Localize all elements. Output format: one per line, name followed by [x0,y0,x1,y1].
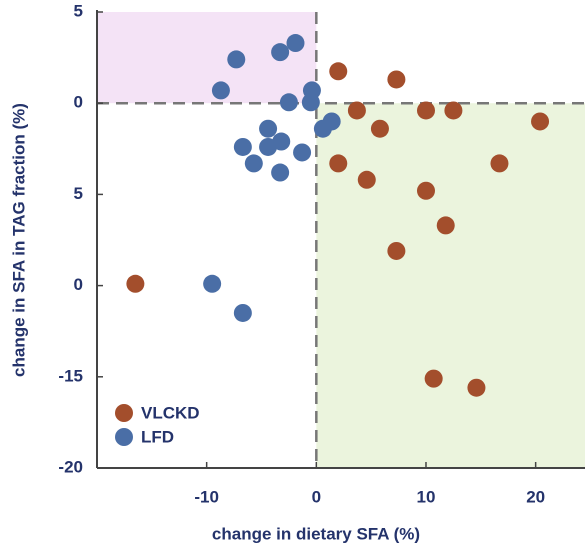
point [293,143,312,162]
legend-marker [115,404,133,422]
point [313,119,332,138]
y-tick-label: 0 [74,93,83,112]
point [233,137,252,156]
legend-label: LFD [141,427,174,446]
point [272,132,291,151]
point [126,274,145,293]
y-tick-label: 5 [74,1,83,20]
point [329,62,348,81]
x-tick-label: -10 [194,487,219,506]
point [444,101,463,120]
x-tick-label: 0 [312,487,321,506]
y-tick-label: -20 [58,457,83,476]
point [259,119,278,138]
point [490,154,509,173]
y-tick-label: 0 [74,275,83,294]
point [301,93,320,112]
point [424,369,443,388]
point [203,274,222,293]
point [467,378,486,397]
point [357,170,376,189]
x-axis-label: change in dietary SFA (%) [212,524,420,543]
point [244,154,263,173]
x-tick-label: 10 [417,487,436,506]
legend-label: VLCKD [141,403,200,422]
point [211,81,230,100]
point [531,112,550,131]
point [233,303,252,322]
point [279,93,298,112]
point [416,181,435,200]
point [271,43,290,62]
point [436,216,455,235]
legend-marker [115,428,133,446]
y-axis-label: change in SFA in TAG fraction (%) [9,103,28,377]
point [227,50,246,69]
y-tick-label: -15 [58,366,83,385]
point [286,34,305,53]
point [387,70,406,89]
point [271,163,290,182]
point [416,101,435,120]
x-tick-label: 20 [526,487,545,506]
point [347,101,366,120]
point [329,154,348,173]
shaded-region [316,103,585,468]
point [387,241,406,260]
y-tick-label: 5 [74,184,83,203]
point [370,119,389,138]
